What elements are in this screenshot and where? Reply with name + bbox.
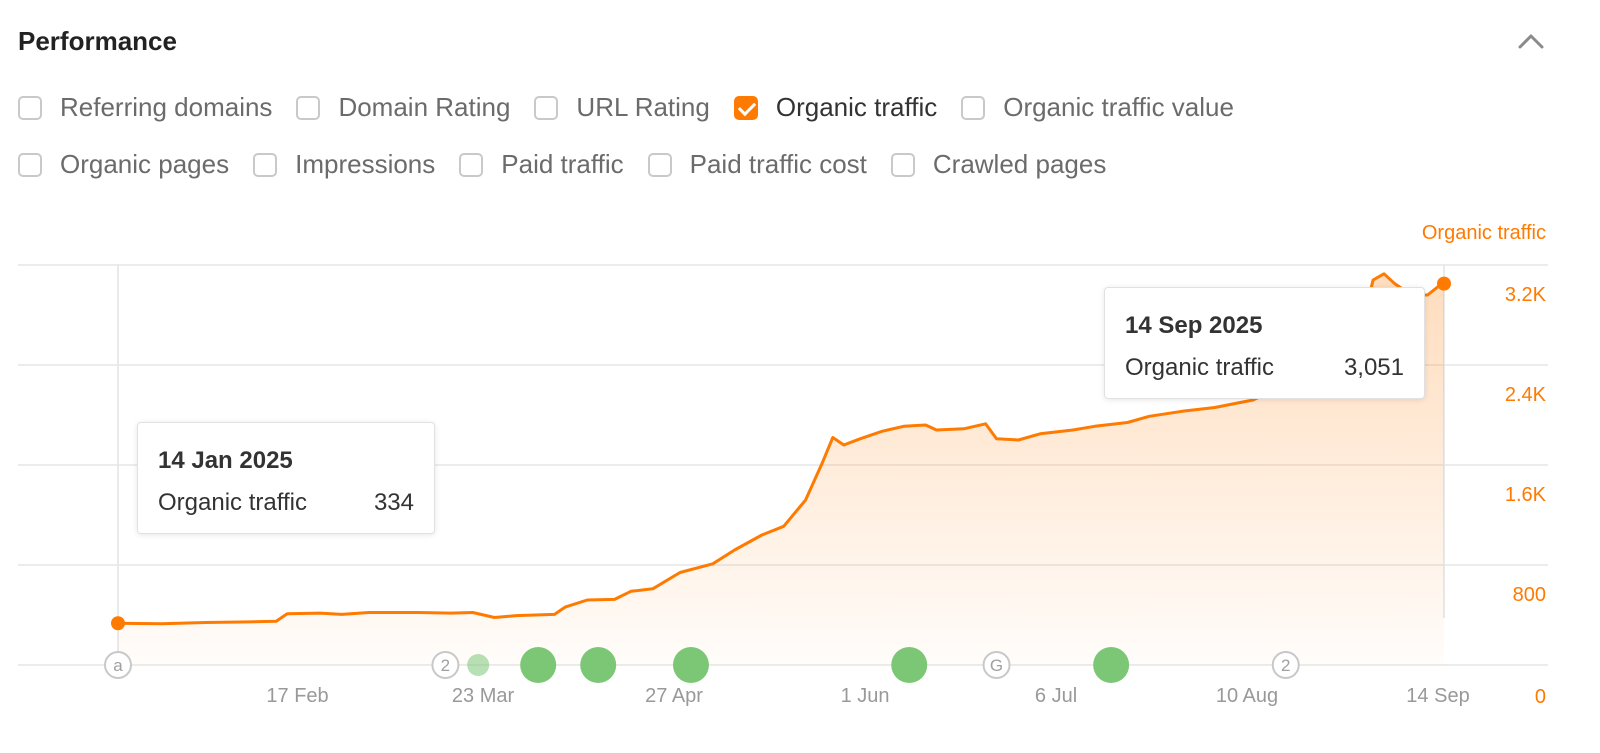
y-tick-label: 800 [1513, 584, 1546, 606]
checkbox-box[interactable] [890, 152, 915, 177]
checkbox-referring-domains[interactable]: Referring domains [18, 92, 272, 123]
y-tick-label: 3.2K [1505, 284, 1547, 306]
data-point[interactable] [1437, 276, 1451, 291]
checkbox-label: Referring domains [60, 92, 273, 122]
checkbox-organic-traffic[interactable]: Organic traffic [733, 92, 938, 123]
tooltip-start: 14 Jan 2025 Organic traffic 334 [137, 422, 435, 534]
checkbox-box[interactable] [459, 152, 484, 177]
google-update-marker[interactable] [520, 647, 557, 683]
x-tick-label: 10 Aug [1216, 685, 1278, 707]
tooltip-metric-label: Organic traffic [158, 489, 307, 516]
checkbox-box[interactable] [18, 152, 42, 177]
checkbox-label: Impressions [295, 149, 436, 179]
series-area [118, 273, 1444, 665]
google-update-marker[interactable] [891, 647, 928, 683]
checkbox-label: Organic traffic [775, 92, 938, 122]
checkbox-paid-traffic[interactable]: Paid traffic [459, 149, 624, 180]
checkbox-box[interactable] [534, 95, 559, 120]
checkbox-label: Paid traffic cost [689, 149, 867, 179]
checkbox-domain-rating[interactable]: Domain Rating [296, 92, 510, 123]
x-tick-label: 27 Apr [645, 685, 703, 707]
event-marker-small[interactable] [467, 654, 490, 676]
checkbox-label: Crawled pages [932, 149, 1107, 179]
checkbox-box[interactable] [961, 95, 986, 120]
checkbox-label: URL Rating [576, 92, 710, 122]
checkbox-box[interactable] [647, 152, 672, 177]
x-tick-label: 1 Jun [841, 685, 890, 707]
checkbox-crawled-pages[interactable]: Crawled pages [890, 149, 1107, 180]
checkbox-label: Organic traffic value [1003, 92, 1234, 122]
checkbox-paid-traffic-cost[interactable]: Paid traffic cost [647, 149, 867, 180]
annotation-marker[interactable] [104, 651, 132, 679]
x-tick-label: 17 Feb [266, 685, 328, 707]
tooltip-metric-label: Organic traffic [1125, 354, 1274, 381]
tooltip-value: 334 [373, 489, 414, 516]
google-update-marker[interactable] [580, 647, 617, 683]
annotation-marker[interactable] [1271, 651, 1300, 679]
y-tick-label: 1.6K [1505, 484, 1547, 506]
annotation-marker-label: 2 [1281, 656, 1290, 675]
checkbox-label: Paid traffic [501, 149, 624, 179]
chevron-up-icon[interactable] [1516, 30, 1546, 52]
x-tick-label: 6 Jul [1035, 685, 1077, 707]
tooltip-date: 14 Jan 2025 [158, 447, 293, 474]
y-tick-label: 2.4K [1505, 384, 1547, 406]
y-tick-label: 0 [1535, 686, 1546, 708]
checkbox-label: Domain Rating [338, 92, 511, 122]
x-tick-label: 14 Sep [1406, 685, 1469, 707]
checkbox-organic-pages[interactable]: Organic pages [18, 149, 229, 180]
checkbox-box[interactable] [296, 95, 321, 120]
data-point[interactable] [111, 616, 125, 631]
page-title: Performance [18, 26, 177, 56]
google-update-marker[interactable] [672, 647, 709, 683]
tooltip-date: 14 Sep 2025 [1125, 312, 1263, 339]
x-tick-label: 23 Mar [452, 685, 515, 707]
annotation-marker-label: 2 [441, 656, 450, 675]
annotation-marker[interactable] [431, 651, 460, 679]
checkbox-box[interactable] [18, 95, 42, 120]
google-update-marker[interactable] [1093, 647, 1130, 683]
checkbox-label: Organic pages [60, 149, 230, 179]
tooltip-value: 3,051 [1343, 354, 1404, 381]
metric-checkboxes-row-1: Referring domains Domain Rating URL Rati… [18, 92, 1258, 123]
checkbox-box[interactable] [253, 152, 278, 177]
checkbox-organic-traffic-value[interactable]: Organic traffic value [961, 92, 1234, 123]
series-label: Organic traffic [1422, 222, 1546, 244]
metric-checkboxes-row-2: Organic pages Impressions Paid traffic P… [18, 149, 1130, 180]
tooltip-end: 14 Sep 2025 Organic traffic 3,051 [1104, 287, 1425, 399]
annotation-marker[interactable] [982, 651, 1011, 679]
checkbox-box-checked[interactable] [733, 95, 758, 120]
annotation-marker-label: G [990, 656, 1003, 675]
annotation-marker-label: a [113, 656, 123, 675]
checkbox-url-rating[interactable]: URL Rating [534, 92, 710, 123]
checkbox-impressions[interactable]: Impressions [253, 149, 435, 180]
